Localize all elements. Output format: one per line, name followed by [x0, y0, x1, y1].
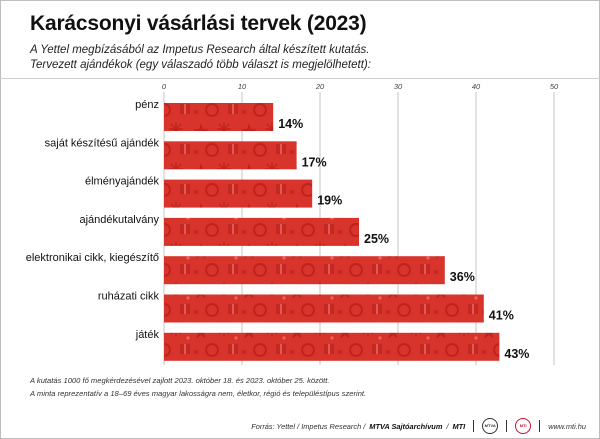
category-label: ajándékutalvány	[79, 214, 159, 226]
bar	[164, 256, 445, 285]
bar	[164, 217, 359, 246]
bar	[164, 179, 313, 208]
source-mti: MTI	[452, 421, 466, 431]
mti-logo: MTI	[515, 418, 532, 434]
value-label: 14%	[278, 117, 303, 131]
value-label: 41%	[489, 309, 514, 323]
category-label: elektronikai cikk, kiegészítő	[26, 252, 159, 264]
x-tick-label: 30	[394, 82, 403, 91]
chart-subtitle-2: Tervezett ajándékok (egy válaszadó több …	[30, 59, 371, 71]
value-label: 17%	[302, 155, 327, 169]
source-agency: MTVA Sajtóarchívum	[369, 421, 443, 431]
value-label: 25%	[364, 232, 389, 246]
chart-subtitle-1: A Yettel megbízásából az Impetus Researc…	[30, 44, 370, 56]
header-divider	[0, 78, 600, 79]
category-label: saját készítésű ajándék	[45, 137, 160, 149]
bar	[164, 103, 274, 131]
bar	[164, 294, 484, 323]
x-tick-label: 0	[162, 82, 167, 91]
x-tick-label: 20	[315, 82, 325, 91]
chart-title: Karácsonyi vásárlási tervek (2023)	[30, 12, 367, 35]
bar-chart: 0 10 20 30 40 50 pénz 14% saját készítésű ajánd…	[26, 82, 559, 365]
bar	[164, 332, 500, 361]
footnote-1: A kutatás 1000 fő megkérdezésével zajlot…	[30, 376, 330, 385]
mtva-logo: MTVA	[482, 418, 499, 434]
x-tick-label: 10	[238, 82, 247, 91]
category-label: játék	[135, 329, 160, 341]
footnote-2: A minta reprezentatív a 18–69 éves magya…	[30, 389, 367, 398]
source-slash: /	[446, 421, 449, 431]
category-label: élményajándék	[85, 176, 159, 188]
value-label: 36%	[450, 270, 475, 284]
category-label: pénz	[135, 99, 159, 111]
x-tick-label: 40	[472, 82, 481, 91]
value-label: 43%	[504, 347, 529, 361]
x-tick-label: 50	[550, 82, 559, 91]
separator	[506, 420, 508, 432]
category-label: ruházati cikk	[98, 291, 160, 303]
source-line: Forrás: Yettel / Impetus Research / MTVA…	[251, 418, 586, 434]
source-url: www.mti.hu	[548, 421, 586, 431]
value-label: 19%	[317, 194, 342, 208]
separator	[473, 420, 475, 432]
separator	[539, 420, 541, 432]
source-prefix: Forrás: Yettel / Impetus Research /	[251, 421, 366, 431]
bar	[164, 141, 297, 170]
